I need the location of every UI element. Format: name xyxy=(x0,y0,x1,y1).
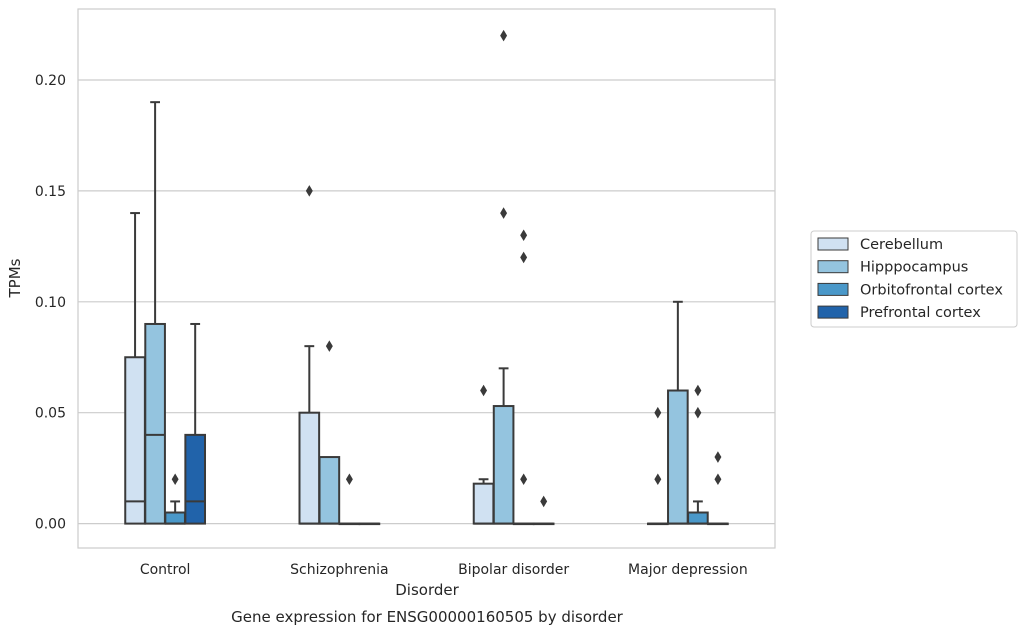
legend-swatch xyxy=(817,282,849,296)
outlier-point xyxy=(305,185,313,197)
outlier-point xyxy=(714,451,722,463)
box-cerebellum xyxy=(646,406,669,526)
legend-swatch xyxy=(817,237,849,251)
outlier-point xyxy=(480,384,488,397)
plot-frame xyxy=(77,8,776,549)
box-prefrontal-cortex xyxy=(532,495,555,526)
legend-label: Hipppocampus xyxy=(860,260,968,276)
y-tick-label: 0.05 xyxy=(35,406,66,422)
box-body xyxy=(687,511,709,525)
outlier-point xyxy=(520,473,528,486)
box-body xyxy=(667,389,689,525)
x-tick-label: Major depression xyxy=(628,562,748,578)
outlier-point xyxy=(654,473,662,486)
legend-swatch xyxy=(817,260,849,274)
x-tick-label: Bipolar disorder xyxy=(458,562,569,578)
box-orbitofrontal-cortex xyxy=(512,229,535,526)
box-prefrontal-cortex xyxy=(707,451,729,526)
box-orbitofrontal-cortex xyxy=(687,384,709,525)
outlier-point xyxy=(500,29,508,42)
outlier-point xyxy=(520,229,528,242)
chart-caption: Gene expression for ENSG00000160505 by d… xyxy=(231,608,624,626)
y-axis-label: TPMs xyxy=(6,258,24,298)
outlier-point xyxy=(345,473,353,486)
box-body xyxy=(184,433,207,525)
outlier-point xyxy=(171,473,179,486)
box-body xyxy=(298,411,321,525)
outlier-point xyxy=(654,406,662,419)
y-tick-label: 0.20 xyxy=(35,73,66,89)
box-cerebellum xyxy=(124,212,146,525)
x-tick-label: Control xyxy=(140,562,191,578)
box-body xyxy=(164,511,186,525)
box-cerebellum xyxy=(298,185,321,525)
box-hipppocampus xyxy=(318,340,341,525)
box-body xyxy=(124,356,146,525)
outlier-point xyxy=(520,251,528,264)
y-tick-label: 0.00 xyxy=(35,517,66,533)
x-axis-label: Disorder xyxy=(395,581,459,599)
legend-swatch xyxy=(817,305,849,319)
x-tick-label: Schizophrenia xyxy=(290,562,388,578)
legend-label: Orbitofrontal cortex xyxy=(860,282,1003,298)
y-tick-label: 0.10 xyxy=(35,295,66,311)
legend-label: Prefrontal cortex xyxy=(860,305,981,321)
box-body xyxy=(492,405,515,525)
legend: Cerebellum Hipppocampus Orbitofrontal cort… xyxy=(810,230,1018,328)
outlier-point xyxy=(714,473,722,486)
y-tick-labels: 0.00 0.05 0.10 0.15 0.20 xyxy=(35,73,66,533)
legend-label: Cerebellum xyxy=(860,237,943,253)
box-body xyxy=(318,456,341,525)
box-body xyxy=(144,322,166,525)
outlier-point xyxy=(540,495,548,508)
y-tick-label: 0.15 xyxy=(35,184,66,200)
outlier-point xyxy=(694,384,702,397)
legend-frame xyxy=(810,230,1018,328)
box-hipppocampus xyxy=(144,101,166,525)
box-hipppocampus xyxy=(492,29,515,525)
x-tick-labels: Control Schizophrenia Bipolar disorder Majo… xyxy=(140,562,748,578)
outlier-point xyxy=(500,207,508,219)
box-prefrontal-cortex xyxy=(358,522,381,526)
outlier-point xyxy=(325,340,333,352)
box-body xyxy=(472,482,495,525)
box-groups xyxy=(124,29,729,526)
box-hipppocampus xyxy=(667,300,689,525)
outlier-point xyxy=(694,406,702,419)
box-prefrontal-cortex xyxy=(184,322,207,525)
